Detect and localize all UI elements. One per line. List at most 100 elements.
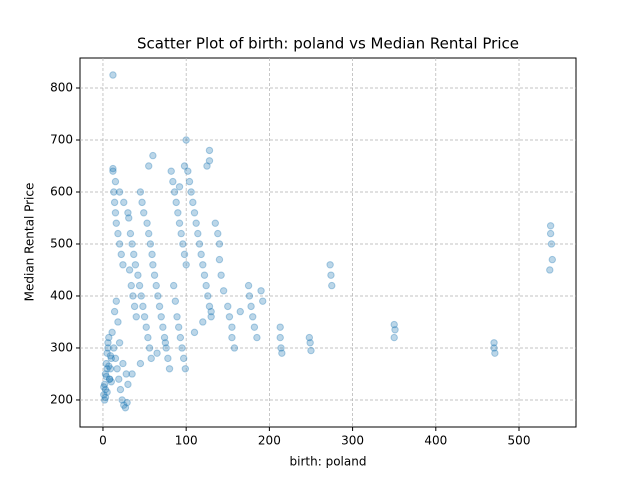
point [169, 177, 177, 186]
point [105, 362, 113, 370]
point [190, 328, 199, 337]
point [195, 240, 204, 248]
point [149, 151, 157, 160]
point [115, 240, 124, 248]
point [101, 370, 110, 378]
point [106, 365, 115, 373]
point [162, 344, 170, 352]
point [249, 313, 257, 321]
point [215, 255, 224, 264]
point [169, 281, 178, 290]
point [207, 307, 215, 316]
point [180, 162, 189, 170]
point [152, 281, 160, 290]
point [171, 297, 180, 305]
point [225, 313, 234, 321]
point [116, 385, 125, 394]
point [105, 333, 113, 342]
point [101, 393, 110, 402]
point [102, 372, 110, 381]
point [146, 240, 155, 248]
point [177, 229, 185, 238]
point [199, 261, 207, 269]
point [217, 271, 225, 279]
x-tick-label: 500 [508, 434, 531, 448]
point [250, 323, 259, 331]
point [128, 240, 136, 248]
point [547, 240, 556, 248]
point [259, 297, 267, 305]
point [103, 365, 111, 373]
point [391, 326, 399, 334]
point [204, 292, 212, 300]
y-tick-label: 800 [50, 81, 73, 95]
point [150, 271, 159, 279]
point [109, 167, 117, 175]
point [122, 370, 130, 378]
point [244, 281, 253, 290]
point [211, 219, 219, 227]
point [121, 404, 130, 412]
point [134, 271, 142, 279]
point [111, 209, 120, 217]
y-tick-label: 600 [50, 184, 73, 198]
point [100, 380, 109, 389]
point [102, 359, 110, 368]
x-tick-label: 100 [175, 434, 198, 448]
point [137, 292, 145, 300]
y-tick-label: 500 [50, 236, 73, 250]
point [104, 344, 112, 352]
point [110, 307, 119, 316]
point [111, 354, 120, 363]
point [214, 229, 222, 238]
point [546, 229, 555, 238]
point [154, 292, 162, 300]
point [136, 188, 145, 196]
point [120, 401, 128, 409]
y-tick-label: 200 [50, 392, 73, 406]
point [278, 349, 286, 357]
point [115, 188, 124, 196]
point [101, 385, 110, 394]
point [117, 250, 125, 259]
point [491, 349, 499, 357]
point [118, 396, 126, 404]
point [546, 266, 554, 274]
point [113, 365, 121, 373]
point [160, 333, 169, 342]
point [179, 354, 188, 363]
point [175, 183, 184, 191]
x-tick-label: 200 [258, 434, 281, 448]
point [107, 378, 115, 386]
point [105, 375, 114, 383]
point [144, 333, 152, 342]
point [215, 240, 224, 248]
point [110, 198, 119, 207]
point [165, 365, 174, 373]
plot-frame [79, 57, 577, 428]
point [120, 198, 128, 207]
point [125, 214, 133, 222]
point [115, 339, 124, 347]
x-axis-label: birth: poland [290, 455, 367, 469]
point [123, 398, 131, 407]
point [236, 307, 244, 316]
point [140, 313, 149, 321]
point [548, 255, 556, 264]
point [106, 352, 115, 360]
point [143, 219, 151, 227]
point [110, 344, 118, 352]
point [145, 229, 153, 238]
point [157, 313, 165, 321]
point [390, 333, 398, 342]
point [178, 344, 186, 352]
point [127, 281, 135, 290]
point [305, 333, 314, 342]
point [199, 318, 207, 326]
point [257, 287, 265, 295]
point [148, 250, 156, 259]
point [107, 354, 115, 363]
point [192, 219, 200, 227]
point [119, 261, 127, 269]
